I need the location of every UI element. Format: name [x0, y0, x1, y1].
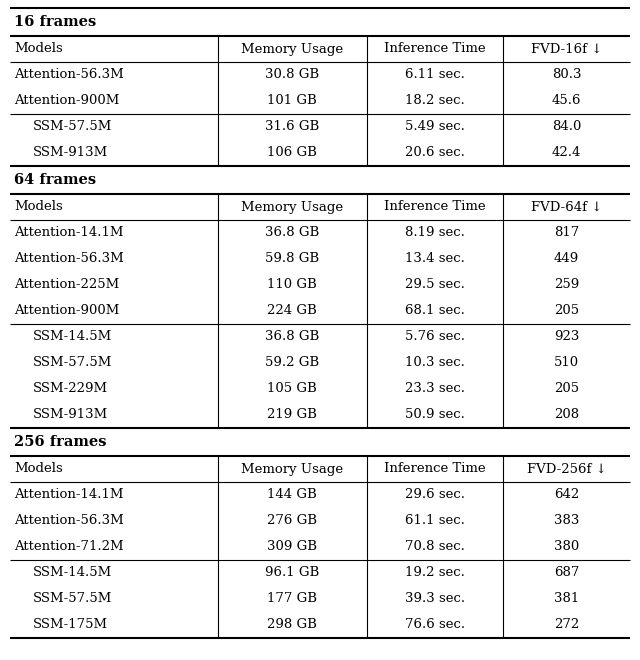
Text: 29.6 sec.: 29.6 sec. [404, 488, 465, 502]
Text: 205: 205 [554, 383, 579, 395]
Text: Inference Time: Inference Time [384, 201, 486, 213]
Text: 177 GB: 177 GB [267, 593, 317, 605]
Text: Memory Usage: Memory Usage [241, 201, 343, 213]
Text: 19.2 sec.: 19.2 sec. [404, 566, 465, 579]
Text: 687: 687 [554, 566, 579, 579]
Text: Attention-14.1M: Attention-14.1M [14, 488, 124, 502]
Text: 20.6 sec.: 20.6 sec. [404, 147, 465, 160]
Text: 259: 259 [554, 279, 579, 292]
Text: 101 GB: 101 GB [268, 94, 317, 108]
Text: 18.2 sec.: 18.2 sec. [405, 94, 465, 108]
Text: 80.3: 80.3 [552, 69, 581, 81]
Text: Memory Usage: Memory Usage [241, 42, 343, 55]
Text: 23.3 sec.: 23.3 sec. [404, 383, 465, 395]
Text: 510: 510 [554, 356, 579, 370]
Text: 68.1 sec.: 68.1 sec. [404, 304, 465, 317]
Text: SSM-229M: SSM-229M [33, 383, 108, 395]
Text: SSM-175M: SSM-175M [33, 618, 108, 632]
Text: 70.8 sec.: 70.8 sec. [404, 541, 465, 554]
Text: 923: 923 [554, 331, 579, 343]
Text: 31.6 GB: 31.6 GB [265, 121, 319, 133]
Text: 106 GB: 106 GB [267, 147, 317, 160]
Text: 59.2 GB: 59.2 GB [265, 356, 319, 370]
Text: Attention-900M: Attention-900M [14, 304, 120, 317]
Text: Memory Usage: Memory Usage [241, 463, 343, 475]
Text: SSM-14.5M: SSM-14.5M [33, 331, 112, 343]
Text: 105 GB: 105 GB [268, 383, 317, 395]
Text: Attention-225M: Attention-225M [14, 279, 119, 292]
Text: 50.9 sec.: 50.9 sec. [404, 409, 465, 422]
Text: 219 GB: 219 GB [267, 409, 317, 422]
Text: 208: 208 [554, 409, 579, 422]
Text: SSM-57.5M: SSM-57.5M [33, 356, 112, 370]
Text: Attention-900M: Attention-900M [14, 94, 120, 108]
Text: 380: 380 [554, 541, 579, 554]
Text: 29.5 sec.: 29.5 sec. [404, 279, 465, 292]
Text: Attention-56.3M: Attention-56.3M [14, 515, 124, 527]
Text: 5.76 sec.: 5.76 sec. [404, 331, 465, 343]
Text: 110 GB: 110 GB [268, 279, 317, 292]
Text: 272: 272 [554, 618, 579, 632]
Text: 449: 449 [554, 253, 579, 265]
Text: Inference Time: Inference Time [384, 463, 486, 475]
Text: 84.0: 84.0 [552, 121, 581, 133]
Text: 298 GB: 298 GB [267, 618, 317, 632]
Text: 817: 817 [554, 226, 579, 240]
Text: 309 GB: 309 GB [267, 541, 317, 554]
Text: 276 GB: 276 GB [267, 515, 317, 527]
Text: 76.6 sec.: 76.6 sec. [404, 618, 465, 632]
Text: 45.6: 45.6 [552, 94, 581, 108]
Text: 144 GB: 144 GB [268, 488, 317, 502]
Text: 64 frames: 64 frames [14, 173, 96, 187]
Text: Models: Models [14, 201, 63, 213]
Text: 205: 205 [554, 304, 579, 317]
Text: Inference Time: Inference Time [384, 42, 486, 55]
Text: 256 frames: 256 frames [14, 435, 106, 449]
Text: SSM-913M: SSM-913M [33, 147, 108, 160]
Text: 381: 381 [554, 593, 579, 605]
Text: 42.4: 42.4 [552, 147, 581, 160]
Text: FVD-16f ↓: FVD-16f ↓ [531, 42, 602, 55]
Text: Models: Models [14, 463, 63, 475]
Text: 30.8 GB: 30.8 GB [265, 69, 319, 81]
Text: Attention-56.3M: Attention-56.3M [14, 253, 124, 265]
Text: SSM-913M: SSM-913M [33, 409, 108, 422]
Text: 61.1 sec.: 61.1 sec. [404, 515, 465, 527]
Text: Models: Models [14, 42, 63, 55]
Text: 36.8 GB: 36.8 GB [265, 331, 319, 343]
Text: 5.49 sec.: 5.49 sec. [404, 121, 465, 133]
Text: Attention-71.2M: Attention-71.2M [14, 541, 124, 554]
Text: 642: 642 [554, 488, 579, 502]
Text: 224 GB: 224 GB [268, 304, 317, 317]
Text: 383: 383 [554, 515, 579, 527]
Text: 13.4 sec.: 13.4 sec. [404, 253, 465, 265]
Text: Attention-56.3M: Attention-56.3M [14, 69, 124, 81]
Text: SSM-14.5M: SSM-14.5M [33, 566, 112, 579]
Text: FVD-256f ↓: FVD-256f ↓ [527, 463, 606, 475]
Text: 36.8 GB: 36.8 GB [265, 226, 319, 240]
Text: 16 frames: 16 frames [14, 15, 96, 29]
Text: 59.8 GB: 59.8 GB [265, 253, 319, 265]
Text: FVD-64f ↓: FVD-64f ↓ [531, 201, 602, 213]
Text: Attention-14.1M: Attention-14.1M [14, 226, 124, 240]
Text: 6.11 sec.: 6.11 sec. [404, 69, 465, 81]
Text: 8.19 sec.: 8.19 sec. [404, 226, 465, 240]
Text: 96.1 GB: 96.1 GB [265, 566, 319, 579]
Text: SSM-57.5M: SSM-57.5M [33, 593, 112, 605]
Text: SSM-57.5M: SSM-57.5M [33, 121, 112, 133]
Text: 10.3 sec.: 10.3 sec. [404, 356, 465, 370]
Text: 39.3 sec.: 39.3 sec. [404, 593, 465, 605]
